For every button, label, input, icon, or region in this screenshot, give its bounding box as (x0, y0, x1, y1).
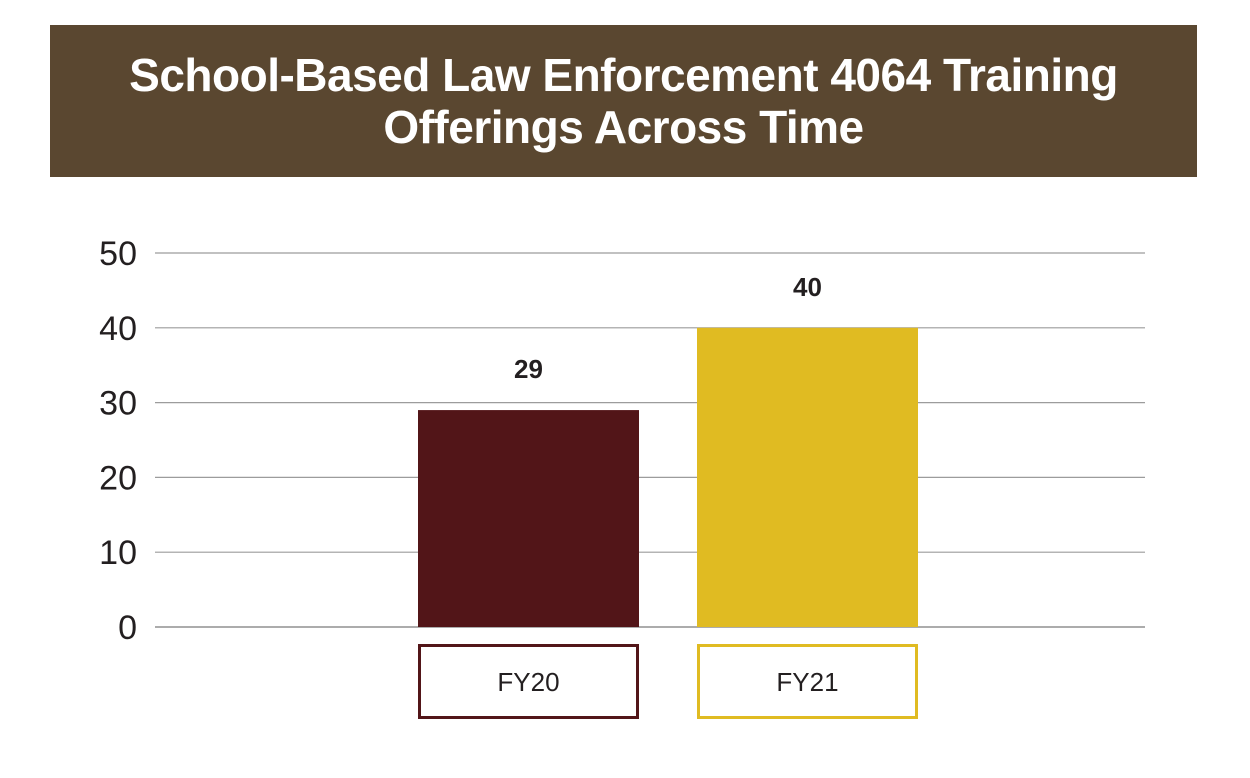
y-tick-label-20: 20 (99, 459, 137, 497)
x-tick-label-fy20: FY20 (497, 667, 559, 697)
category-box-fy21 (697, 644, 918, 719)
y-tick-label-50: 50 (99, 235, 137, 273)
y-tick-label-40: 40 (99, 310, 137, 348)
y-tick-label-10: 10 (99, 534, 137, 572)
category-box-fy20 (418, 644, 639, 719)
title-banner: School-Based Law Enforcement 4064 Traini… (50, 25, 1197, 177)
bar-fy21 (697, 327, 918, 627)
data-label-fy20: 29 (514, 354, 543, 384)
data-label-fy21: 40 (793, 272, 822, 302)
chart-title-line-2: Offerings Across Time (383, 101, 864, 153)
y-tick-label-0: 0 (118, 609, 137, 647)
chart-title-line-1: School-Based Law Enforcement 4064 Traini… (129, 49, 1118, 101)
x-tick-label-fy21: FY21 (776, 667, 838, 697)
y-tick-label-30: 30 (99, 385, 137, 423)
bar-fy20 (418, 410, 639, 627)
